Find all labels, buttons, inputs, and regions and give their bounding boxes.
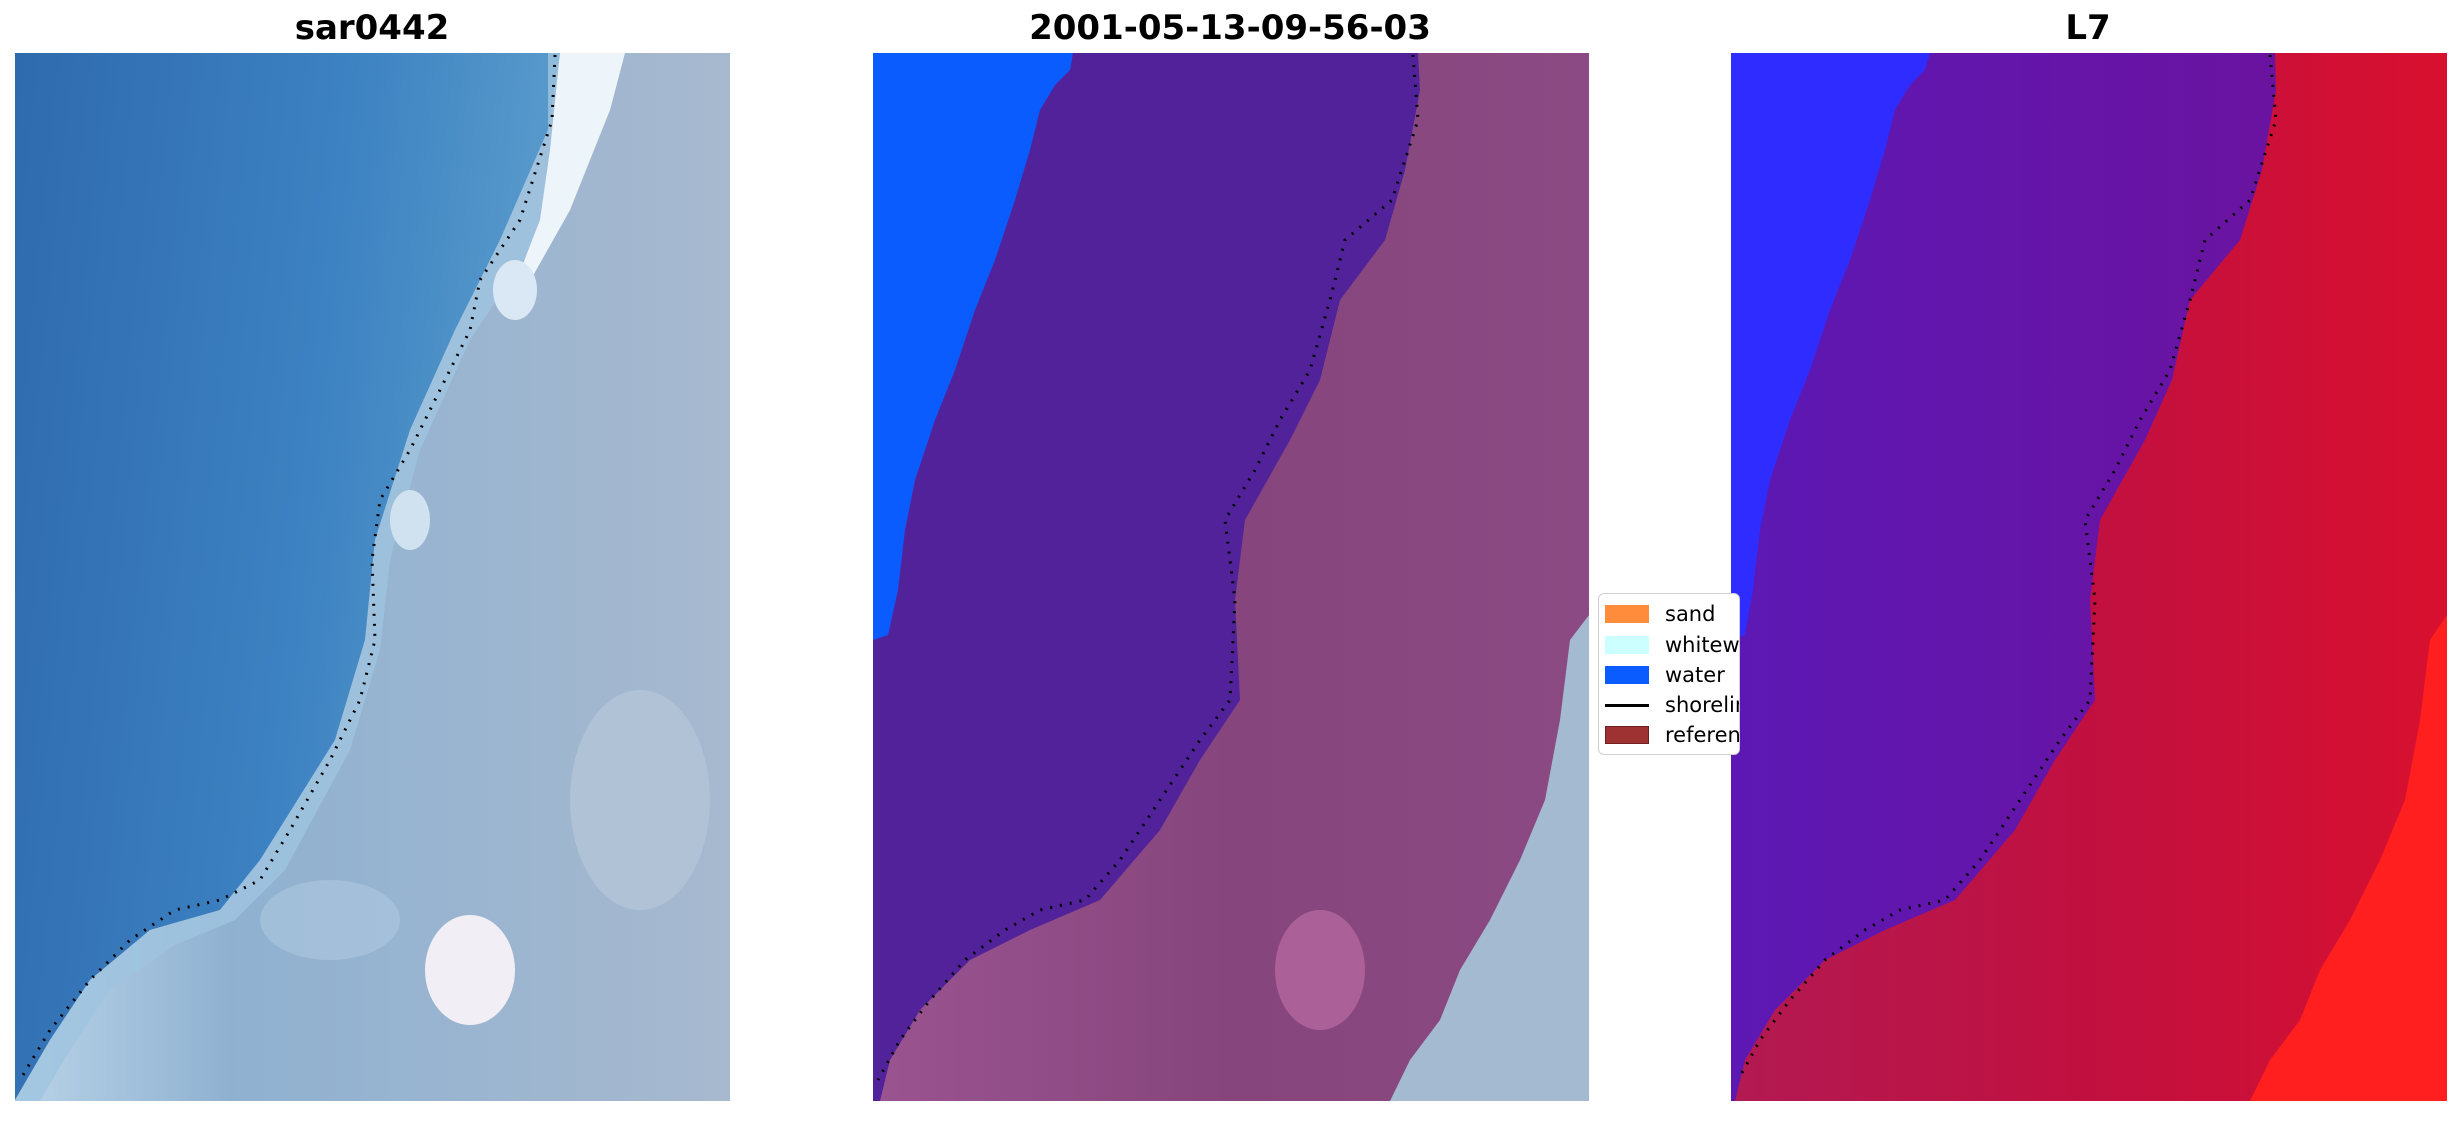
legend-swatch — [1605, 726, 1649, 744]
legend-item-sand: sand — [1605, 600, 1715, 628]
legend: sand whitewater water shoreline referenc… — [1598, 593, 1740, 755]
legend-item-whitewater: whitewater — [1605, 631, 1740, 659]
panel-title-rgb: sar0442 — [294, 8, 450, 48]
legend-swatch — [1605, 605, 1649, 623]
classification-image — [873, 53, 1589, 1101]
legend-label: whitewater — [1665, 633, 1740, 657]
panel-title-classified: 2001-05-13-09-56-03 — [1029, 8, 1431, 48]
legend-label: sand — [1665, 602, 1716, 626]
shoreline-index — [1736, 54, 2278, 1081]
legend-item-reference: reference — [1605, 721, 1740, 749]
shoreline-classified — [876, 54, 1420, 1081]
legend-label: reference — [1665, 723, 1740, 747]
legend-swatch — [1605, 666, 1649, 684]
shoreline-rgb — [18, 54, 557, 1081]
legend-line — [1605, 703, 1649, 707]
legend-swatch — [1605, 636, 1649, 654]
legend-label: water — [1665, 663, 1725, 687]
rgb-image — [15, 53, 730, 1101]
index-image — [1731, 53, 2447, 1101]
legend-label: shoreline — [1665, 693, 1739, 717]
legend-item-water: water — [1605, 661, 1725, 689]
panel-title-index: L7 — [2065, 8, 2111, 48]
legend-item-shoreline: shoreline — [1605, 691, 1739, 719]
